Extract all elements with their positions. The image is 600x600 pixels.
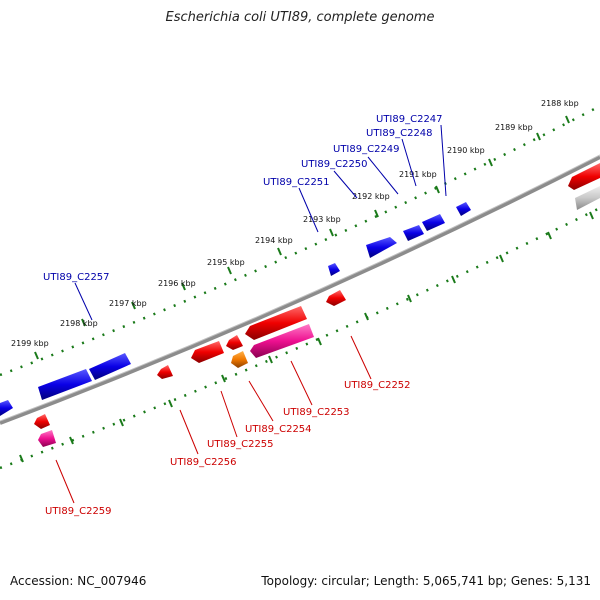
forward-major-ticks	[34, 115, 570, 360]
kbp-tick-label: 2198 kbp	[60, 319, 98, 328]
kbp-tick-label: 2197 kbp	[109, 299, 147, 308]
gene-arrow	[0, 400, 13, 416]
gene-arrow	[231, 351, 248, 368]
gene-arrow	[328, 263, 340, 276]
gene-label: UTI89_C2254	[245, 424, 312, 435]
gene-arrow	[403, 225, 424, 241]
gene-arrow	[366, 237, 397, 258]
kbp-tick-label: 2193 kbp	[303, 215, 341, 224]
gene-label: UTI89_C2251	[263, 177, 330, 188]
gene-arrow	[250, 324, 314, 358]
gene-label: UTI89_C2256	[170, 457, 237, 468]
kbp-tick-label: 2196 kbp	[158, 279, 196, 288]
reverse-major-ticks	[19, 211, 594, 463]
kbp-tick-label: 2189 kbp	[495, 123, 533, 132]
gene-arrow	[575, 186, 600, 210]
forward-gene-labels: UTI89_C2247 UTI89_C2248 UTI89_C2249 UTI8…	[43, 114, 443, 283]
gene-arrow	[422, 214, 445, 231]
reverse-gene-labels: UTI89_C2252 UTI89_C2253 UTI89_C2254 UTI8…	[45, 380, 411, 517]
topology-text: Topology: circular; Length: 5,065,741 bp…	[261, 574, 591, 588]
gene-arrow	[568, 163, 600, 190]
gene-arrow	[38, 430, 56, 447]
gene-label: UTI89_C2247	[376, 114, 443, 125]
kbp-tick-label: 2190 kbp	[447, 146, 485, 155]
kbp-tick-label: 2191 kbp	[399, 170, 437, 179]
gene-label: UTI89_C2257	[43, 272, 110, 283]
gene-arrow	[245, 306, 307, 340]
gene-label: UTI89_C2259	[45, 506, 112, 517]
gene-arrow	[89, 353, 131, 380]
gene-label: UTI89_C2253	[283, 407, 350, 418]
gene-label: UTI89_C2249	[333, 144, 400, 155]
gene-label: UTI89_C2248	[366, 128, 433, 139]
gene-arrow	[157, 365, 173, 379]
gene-arrow	[34, 414, 50, 429]
gene-arrow	[226, 335, 243, 350]
kbp-tick-label: 2199 kbp	[11, 339, 49, 348]
map-title: Escherichia coli UTI89, complete genome	[165, 10, 435, 25]
accession-text: Accession: NC_007946	[10, 574, 147, 588]
kbp-tick-label: 2192 kbp	[352, 192, 390, 201]
gene-arrow	[191, 341, 224, 363]
gene-arrow	[326, 290, 346, 306]
reverse-leader-lines	[55, 335, 372, 504]
gene-label: UTI89_C2252	[344, 380, 411, 391]
genome-backbone	[0, 155, 600, 425]
reverse-genes	[34, 163, 600, 447]
kbp-tick-label: 2188 kbp	[541, 99, 579, 108]
gene-label: UTI89_C2250	[301, 159, 368, 170]
kbp-tick-label: 2195 kbp	[207, 258, 245, 267]
gene-arrow	[38, 369, 92, 400]
kbp-tick-label: 2194 kbp	[255, 236, 293, 245]
gene-label: UTI89_C2255	[207, 439, 274, 450]
gene-arrow	[456, 202, 471, 216]
tick-labels: 2188 kbp 2189 kbp 2190 kbp 2191 kbp 2192 kbp…	[11, 99, 579, 348]
forward-tick-track	[0, 104, 600, 377]
forward-genes	[0, 202, 471, 416]
forward-leader-lines	[74, 124, 447, 321]
